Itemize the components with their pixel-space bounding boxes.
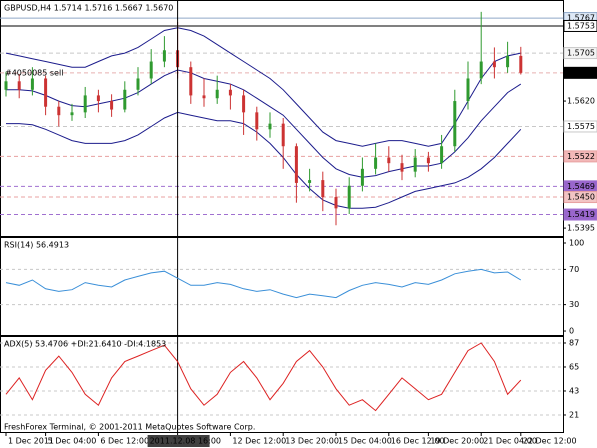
candle-body [17,81,21,90]
price-tag-label: 1.5522 [567,152,595,161]
price-tag-label: 1.5670 [567,68,595,77]
price-tag [563,208,597,221]
y-tick-label: 1.5395 [567,224,595,233]
price-tag [563,191,597,204]
candle-body [374,157,378,169]
y-tick-label: 0 [569,327,574,336]
price-tag-label: 1.5469 [567,182,595,191]
candle-body [242,95,246,113]
price-tag-label: 1.5705 [567,49,595,58]
y-tick-label: 1.5620 [567,97,595,106]
price-tag-label: 1.5575 [567,122,595,131]
x-tick-label: 22 Dec 12:00 [523,437,577,446]
candle-body [308,180,312,183]
y-tick-label: 30 [569,300,579,309]
indicator-title: ADX(5) 53.4706 +DI:21.6410 -DI:4.1853 [4,340,166,349]
candle-body [334,197,338,209]
candle-body [162,50,166,62]
y-tick-label: 65 [569,362,579,371]
candle-body [479,61,483,79]
order-annotation: #4050085 sell [5,68,63,77]
x-tick-label: 16 Dec 12:00 [391,437,445,446]
price-tag-label: 1.5450 [567,193,595,202]
candle-body [110,101,114,110]
candle-body [83,95,87,113]
candle-body [294,146,298,183]
price-tag-label: 1.5419 [567,210,595,219]
indicator-line [5,27,521,147]
indicator-line [6,111,522,209]
y-tick-label: 87 [569,338,579,347]
candle-body [347,185,351,209]
price-tag-label: 1.5753 [567,21,595,30]
x-tick-label: 13 Dec 20:00 [285,437,339,446]
candle-body [57,106,61,116]
candle-body [255,112,259,130]
candle-body [506,55,510,68]
indicator-line [5,342,522,412]
panel-frame [0,336,564,433]
candle-body [387,157,391,164]
y-tick-label: 70 [569,265,579,274]
candle-body [453,101,457,147]
candle-body [44,78,48,107]
candle-body [228,89,232,96]
candle-body [123,89,127,110]
price-tag [563,19,597,32]
candle-body [492,61,496,68]
candle-body [189,67,193,96]
candle-body [215,89,219,99]
candle-body [426,157,430,164]
indicator-line [6,69,522,178]
x-tick-label: 19 Dec 20:00 [430,437,484,446]
price-tag [563,47,597,60]
price-tag [563,150,597,163]
candle-body [281,123,285,147]
candle-body [519,55,523,73]
y-tick-label: 43 [569,386,579,395]
x-tick-label: 2011.12.08 16:00 [150,437,221,446]
candle-body [440,146,444,164]
candle-body [400,163,404,172]
x-tick-label: 15 Dec 04:00 [338,437,392,446]
price-tag-label: 1.5767 [567,14,595,23]
candle-body [268,123,272,130]
candle-body [149,61,153,79]
x-tick-label: 21 Dec 04:00 [483,437,537,446]
x-label-highlight [147,435,210,447]
candle-body [321,180,325,198]
candle-body [202,95,206,99]
candle-body [413,157,417,172]
price-tag [563,120,597,133]
y-tick-label: 21 [569,410,579,419]
panel-frame [0,237,564,336]
candle-body [360,168,364,186]
x-tick-label: 5 Dec 04:00 [48,437,97,446]
candle-body [96,95,100,102]
x-tick-label: 1 Dec 2011 [8,437,54,446]
indicator-line [5,268,522,299]
footer: FreshForex Terminal, © 2001-2011 MetaQuo… [4,423,255,432]
indicator-title: RSI(14) 56.4913 [4,241,69,250]
candle-body [136,78,140,90]
candle-body [4,81,8,90]
panel-frame [0,0,564,237]
x-tick-label: 6 Dec 12:00 [100,437,149,446]
candle-body [466,78,470,102]
y-tick-label: 100 [569,238,584,247]
price-tag [563,66,597,79]
candle-body [70,112,74,116]
x-tick-label: 12 Dec 12:00 [232,437,286,446]
chart-title: GBPUSD,H4 1.5714 1.5716 1.5667 1.5670 [4,4,173,13]
candle-body [30,78,34,90]
